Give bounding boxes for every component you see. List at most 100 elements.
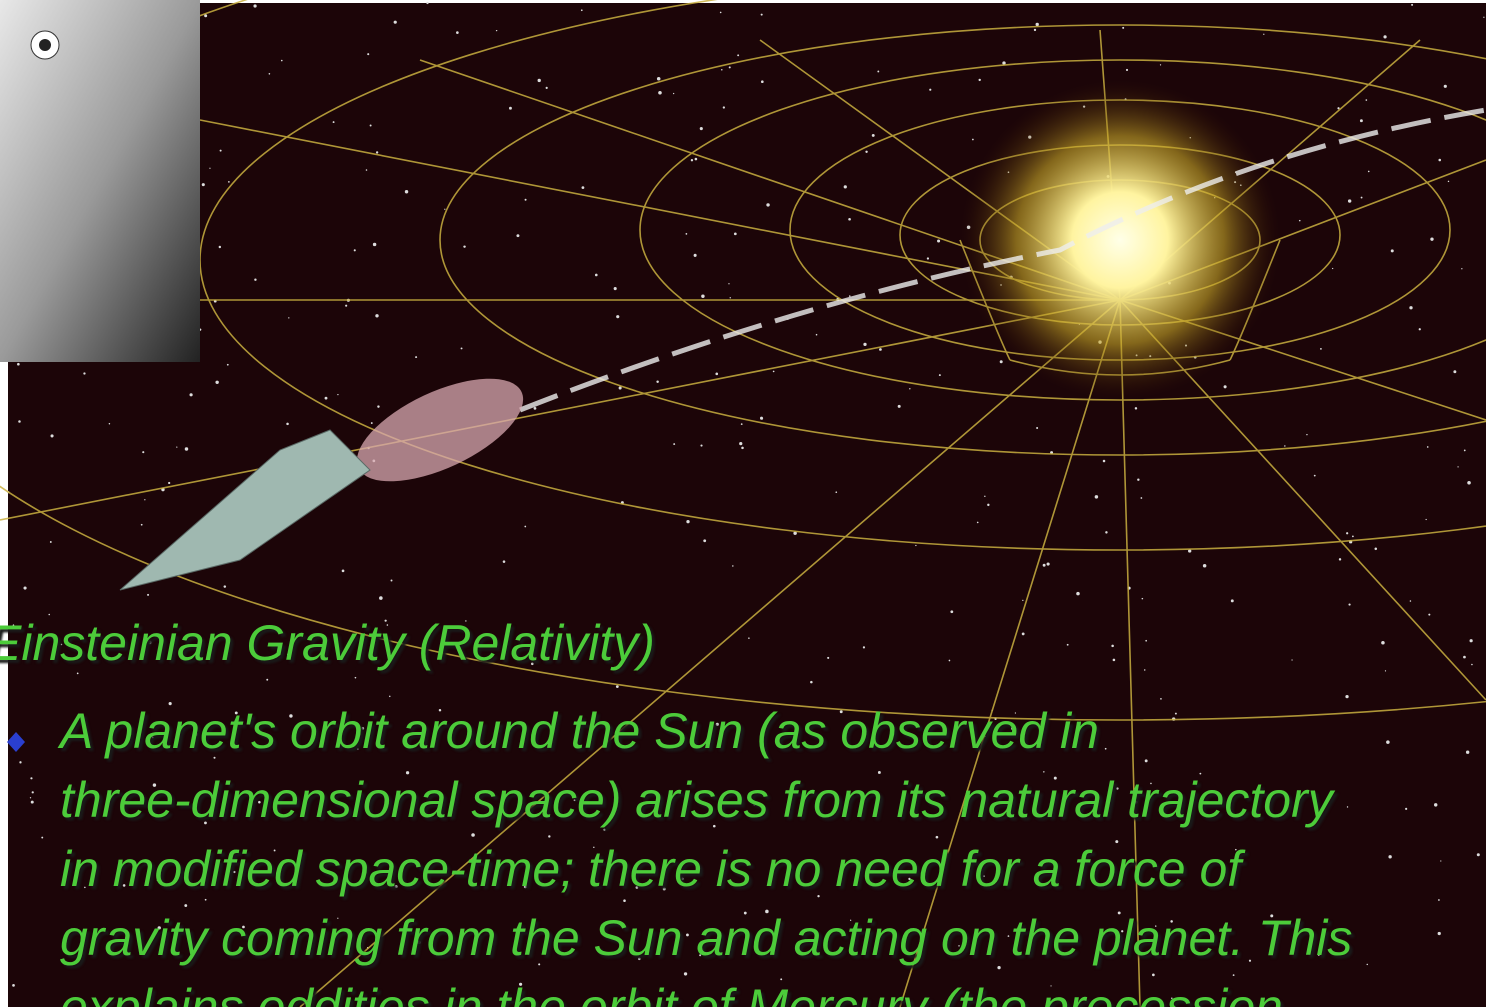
star — [603, 829, 605, 831]
star — [614, 287, 617, 290]
star — [456, 31, 459, 34]
star — [748, 637, 750, 639]
star — [18, 420, 21, 423]
star — [972, 139, 974, 141]
star — [1483, 17, 1484, 18]
star — [337, 394, 338, 395]
star — [879, 348, 882, 351]
star — [700, 127, 703, 130]
star — [1135, 407, 1137, 409]
star — [691, 159, 693, 161]
star — [1233, 974, 1235, 976]
star — [1022, 600, 1023, 601]
star — [41, 837, 43, 839]
star — [463, 245, 465, 247]
star — [168, 482, 170, 484]
star — [1352, 535, 1354, 537]
star — [147, 594, 149, 596]
star — [405, 190, 408, 193]
star — [266, 679, 268, 681]
star — [394, 21, 397, 24]
star — [1411, 4, 1413, 6]
star — [1375, 548, 1378, 551]
star — [109, 423, 110, 424]
star — [1113, 659, 1116, 662]
star — [77, 672, 79, 674]
star — [1345, 695, 1348, 698]
star — [898, 405, 901, 408]
star — [1339, 558, 1341, 560]
star — [997, 966, 1000, 969]
star — [185, 447, 188, 450]
star — [1457, 466, 1458, 467]
star — [17, 363, 20, 366]
star — [355, 677, 357, 679]
star — [937, 239, 940, 242]
star — [1388, 855, 1391, 858]
star — [253, 4, 256, 7]
star — [176, 446, 177, 447]
star — [1365, 99, 1367, 101]
star — [1410, 600, 1412, 602]
star — [1405, 808, 1407, 810]
star — [32, 791, 34, 793]
bullet-line: explains oddities in the orbit of Mercur… — [60, 982, 1283, 1007]
star — [389, 696, 390, 697]
star — [1105, 748, 1107, 750]
bullet-line: in modified space-time; there is no need… — [60, 844, 1241, 894]
star — [202, 183, 205, 186]
star — [1067, 644, 1069, 646]
star — [877, 71, 879, 73]
star — [1438, 159, 1441, 162]
star — [184, 904, 187, 907]
star — [1160, 64, 1161, 65]
star — [1438, 932, 1441, 935]
star — [509, 107, 512, 110]
star — [1145, 759, 1148, 762]
star — [1142, 598, 1144, 600]
star — [865, 151, 867, 153]
star — [391, 580, 393, 582]
star — [1105, 531, 1107, 533]
star — [950, 610, 953, 613]
star — [1043, 564, 1046, 567]
star — [524, 526, 526, 528]
star — [863, 646, 865, 648]
star — [723, 106, 725, 108]
star — [1103, 460, 1106, 463]
star — [325, 397, 328, 400]
star — [936, 836, 939, 839]
star — [844, 185, 847, 188]
einstein-photo — [0, 0, 200, 362]
star — [1470, 639, 1473, 642]
star — [354, 249, 356, 251]
star — [1386, 740, 1390, 744]
star — [471, 833, 475, 837]
star — [371, 422, 373, 424]
star — [1440, 860, 1441, 861]
star — [496, 30, 497, 31]
star — [1145, 640, 1147, 642]
star — [1409, 306, 1412, 309]
star — [534, 407, 537, 410]
photo-pupil — [39, 39, 51, 51]
star — [333, 121, 335, 123]
star — [595, 274, 598, 277]
star — [695, 158, 698, 161]
star — [503, 560, 506, 563]
bullet-line: gravity coming from the Sun and acting o… — [60, 913, 1352, 963]
star — [1140, 497, 1142, 499]
star — [616, 315, 619, 318]
star — [1383, 35, 1386, 38]
star — [984, 496, 985, 497]
star — [31, 801, 34, 804]
star — [673, 443, 675, 445]
star — [1314, 475, 1316, 477]
star — [684, 972, 687, 975]
star — [701, 295, 704, 298]
star — [872, 134, 875, 137]
star — [51, 434, 54, 437]
star — [286, 423, 289, 426]
star — [1419, 328, 1421, 330]
star — [342, 570, 345, 573]
